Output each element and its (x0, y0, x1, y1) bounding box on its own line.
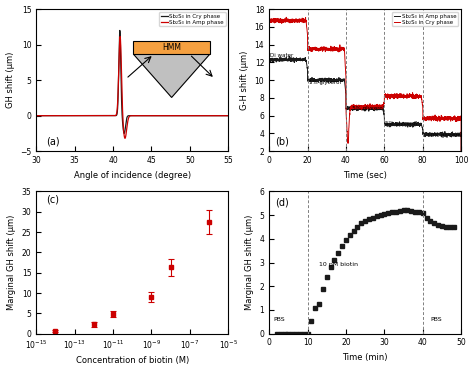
Legend: Sb₂S₃ in Amp phase, Sb₂S₃ in Cry phase: Sb₂S₃ in Amp phase, Sb₂S₃ in Cry phase (392, 12, 458, 26)
Text: 10 pM biotin: 10 pM biotin (319, 262, 358, 267)
Sb₂S₃ in Amp phase (286, 54, 292, 59)
Sb₂S₃ in Amp phase (266, 57, 272, 62)
Sb₂S₃ in Cry phase (117, 28, 123, 33)
X-axis label: Concentration of biotin (M): Concentration of biotin (M) (76, 357, 189, 365)
Sb₂S₃ in Cry phase (458, 167, 464, 171)
Sb₂S₃ in Amp phase (458, 167, 464, 171)
Text: (c): (c) (46, 195, 59, 205)
Y-axis label: G-H shift (μm): G-H shift (μm) (240, 50, 249, 110)
Y-axis label: GH shift (μm): GH shift (μm) (6, 52, 15, 108)
Sb₂S₃ in Amp phase (107, 114, 112, 118)
Text: 5% glycerol: 5% glycerol (385, 121, 417, 127)
Sb₂S₃ in Cry phase (226, 114, 231, 118)
Sb₂S₃ in Amp phase (122, 136, 128, 141)
Line: Sb₂S₃ in Amp phase: Sb₂S₃ in Amp phase (36, 36, 228, 138)
Sb₂S₃ in Cry phase (266, 17, 272, 22)
Sb₂S₃ in Amp phase (117, 34, 123, 39)
X-axis label: Time (sec): Time (sec) (343, 171, 387, 180)
Text: Di water: Di water (270, 53, 293, 58)
Sb₂S₃ in Amp phase (453, 131, 458, 136)
Sb₂S₃ in Cry phase (276, 17, 282, 22)
Sb₂S₃ in Amp phase (149, 114, 155, 118)
Sb₂S₃ in Cry phase (158, 114, 164, 118)
Sb₂S₃ in Cry phase (121, 131, 127, 136)
Legend: Sb₂S₃ in Cry phase, Sb₂S₃ in Amp phase: Sb₂S₃ in Cry phase, Sb₂S₃ in Amp phase (159, 12, 226, 26)
Text: PBS: PBS (273, 317, 284, 322)
Sb₂S₃ in Cry phase (453, 115, 458, 119)
Sb₂S₃ in Amp phase (33, 114, 39, 118)
Sb₂S₃ in Cry phase (283, 15, 289, 20)
Sb₂S₃ in Amp phase (191, 114, 197, 118)
Text: 10% glycerol: 10% glycerol (427, 133, 462, 138)
Text: (a): (a) (46, 136, 59, 146)
Sb₂S₃ in Cry phase (68, 114, 74, 118)
Sb₂S₃ in Amp phase (68, 114, 74, 118)
Sb₂S₃ in Amp phase (355, 106, 360, 111)
Text: PBS: PBS (430, 317, 442, 322)
Line: Sb₂S₃ in Cry phase: Sb₂S₃ in Cry phase (36, 30, 228, 134)
Text: (b): (b) (275, 136, 289, 146)
Sb₂S₃ in Cry phase (191, 114, 197, 118)
Sb₂S₃ in Cry phase (107, 114, 112, 118)
Text: 2.5% glycerol: 2.5% glycerol (347, 106, 384, 111)
Sb₂S₃ in Amp phase (177, 114, 182, 118)
Y-axis label: Marginal GH shift (μm): Marginal GH shift (μm) (245, 215, 254, 310)
Sb₂S₃ in Amp phase (276, 58, 282, 62)
Sb₂S₃ in Cry phase (418, 95, 423, 99)
Sb₂S₃ in Cry phase (355, 105, 360, 109)
Sb₂S₃ in Cry phase (360, 106, 365, 110)
Sb₂S₃ in Amp phase (158, 114, 164, 118)
Line: Sb₂S₃ in Amp phase: Sb₂S₃ in Amp phase (269, 56, 461, 169)
X-axis label: Time (min): Time (min) (342, 353, 388, 362)
X-axis label: Angle of incidence (degree): Angle of incidence (degree) (73, 171, 191, 180)
Sb₂S₃ in Cry phase (453, 118, 458, 122)
Sb₂S₃ in Cry phase (149, 114, 155, 118)
Line: Sb₂S₃ in Cry phase: Sb₂S₃ in Cry phase (269, 17, 461, 169)
Y-axis label: Marginal GH shift (μm): Marginal GH shift (μm) (7, 215, 16, 310)
Sb₂S₃ in Amp phase (453, 131, 458, 136)
Sb₂S₃ in Amp phase (226, 114, 231, 118)
Sb₂S₃ in Cry phase (33, 114, 39, 118)
Text: 1% glycerol: 1% glycerol (309, 79, 340, 85)
Sb₂S₃ in Amp phase (360, 108, 365, 112)
Text: (d): (d) (275, 198, 289, 208)
Sb₂S₃ in Cry phase (177, 114, 182, 118)
Sb₂S₃ in Amp phase (418, 123, 423, 127)
